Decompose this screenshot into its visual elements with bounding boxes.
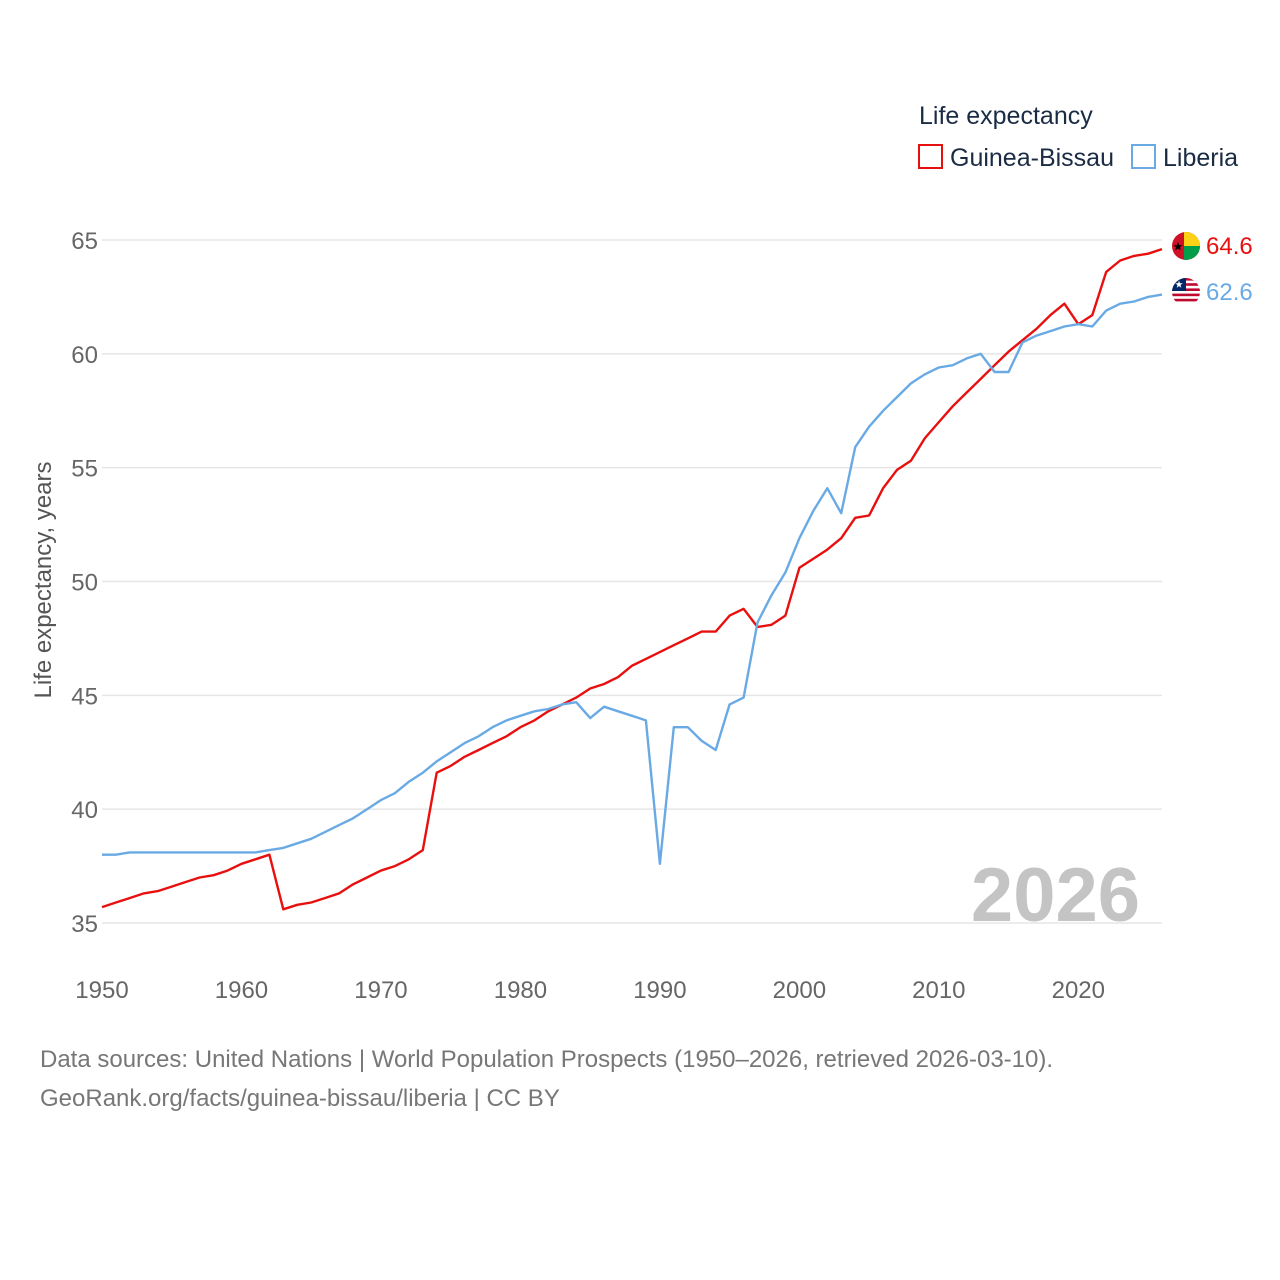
y-tick-label-40: 40 [71,797,98,824]
footer-link[interactable]: GeoRank.org/facts/guinea-bissau/liberia … [40,1085,560,1112]
y-tick-label-60: 60 [71,342,98,369]
x-axis-ticks: 1950 1960 1970 1980 1990 2000 2010 2020 [75,977,1105,1004]
year-watermark: 2026 [971,853,1140,938]
legend-item-guinea-bissau[interactable]: Guinea-Bissau [918,144,1114,172]
y-axis-ticks: 35 40 45 50 55 60 65 [71,228,98,938]
legend-label-liberia: Liberia [1163,144,1238,172]
y-axis-title: Life expectancy, years [30,461,57,698]
y-tick-label-35: 35 [71,911,98,938]
x-tick-label-1980: 1980 [494,977,547,1004]
x-tick-label-2010: 2010 [912,977,965,1004]
end-label-liberia: 62.6 [1206,279,1253,306]
y-tick-label-55: 55 [71,456,98,483]
legend-swatch-guinea-bissau [918,144,943,169]
legend-title: Life expectancy [919,102,1093,130]
series-line-guinea-bissau[interactable] [101,247,1163,911]
gridlines [102,239,1162,924]
y-tick-label-65: 65 [71,228,98,255]
series-lines [101,247,1163,911]
legend: Life expectancy Guinea-Bissau Liberia [918,102,1238,172]
x-tick-label-1990: 1990 [633,977,686,1004]
guinea-bissau-flag-icon [1172,232,1200,260]
x-tick-label-2000: 2000 [773,977,826,1004]
legend-swatch-liberia [1131,144,1156,169]
x-tick-label-2020: 2020 [1052,977,1105,1004]
x-tick-label-1970: 1970 [354,977,407,1004]
liberia-flag-icon [1172,278,1200,306]
footer-sources: Data sources: United Nations | World Pop… [40,1046,1054,1073]
end-label-guinea-bissau: 64.6 [1206,233,1253,260]
legend-item-liberia[interactable]: Liberia [1131,144,1238,172]
y-tick-label-45: 45 [71,683,98,710]
legend-label-guinea-bissau: Guinea-Bissau [950,144,1114,172]
x-tick-label-1960: 1960 [215,977,268,1004]
y-tick-label-50: 50 [71,570,98,597]
series-line-liberia[interactable] [102,293,1163,865]
x-tick-label-1950: 1950 [75,977,128,1004]
